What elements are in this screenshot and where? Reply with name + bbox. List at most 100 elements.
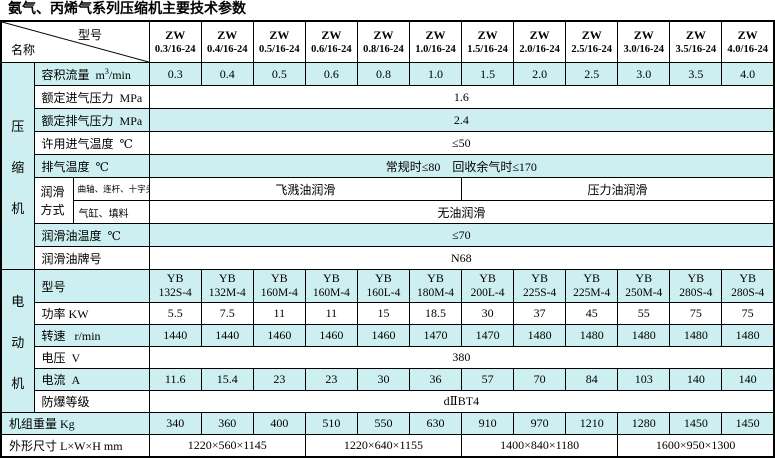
cell-current: 140 [669, 368, 723, 391]
row-oil-temp: 润滑油温度 ℃ ≤70 [1, 223, 775, 247]
cell-current: 140 [721, 368, 775, 391]
cell-lube-pressure: 压力油润滑 [461, 177, 775, 201]
cell-dimensions: 1600×950×1300 [617, 434, 775, 457]
cell-speed: 1460 [356, 324, 410, 347]
row-label-flow: 容积流量 m3/min [33, 62, 150, 86]
cell-current: 11.6 [148, 368, 202, 391]
cell-inlet-pressure: 1.6 [148, 85, 775, 109]
corner-label-model: 型号 [78, 28, 103, 42]
cell-speed: 1460 [304, 324, 358, 347]
row-label-voltage: 电压 V [33, 346, 150, 369]
row-current: 电流 A 11.6 15.4 23 23 30 36 57 70 84 103 … [1, 368, 775, 391]
row-weight: 机组重量 Kg 340 360 400 510 550 630 910 970 … [0, 412, 775, 435]
cell-weight: 550 [356, 412, 410, 435]
sub-label-cylinder: 气缸、填料 [72, 200, 150, 224]
row-label-explosion: 防爆等级 [33, 390, 150, 413]
cell-current: 70 [513, 368, 567, 391]
column-header: ZW 0.3/16-24 [148, 20, 202, 63]
cell-weight: 630 [408, 412, 463, 435]
column-header: ZW 4.0/16-24 [721, 20, 775, 63]
cell-motor-model: YB 160M-4 [304, 269, 358, 303]
cell-oil-grade: N68 [148, 246, 775, 270]
cell-speed: 1440 [148, 324, 202, 347]
cell-flow: 3.5 [669, 62, 723, 86]
column-header: ZW 1.5/16-24 [461, 20, 515, 63]
cell-motor-model: YB 132M-4 [200, 269, 254, 303]
cell-motor-model: YB 225S-4 [513, 269, 567, 303]
row-voltage: 电压 V 380 [1, 346, 775, 369]
cell-speed: 1480 [617, 324, 671, 347]
cell-weight: 1280 [617, 412, 671, 435]
row-outlet-pressure: 额定排气压力 MPa 2.4 [1, 108, 775, 132]
column-header: ZW 2.0/16-24 [513, 20, 567, 63]
cell-lube-splash: 飞溅油润滑 [148, 177, 463, 201]
cell-current: 103 [617, 368, 671, 391]
cell-speed: 1470 [408, 324, 463, 347]
row-inlet-pressure: 额定进气压力 MPa 1.6 [1, 85, 775, 109]
cell-flow: 0.6 [304, 62, 358, 86]
cell-dimensions: 1220×640×1155 [304, 434, 463, 457]
column-header: ZW 0.5/16-24 [252, 20, 306, 63]
column-header: ZW 0.4/16-24 [200, 20, 254, 63]
row-label-speed: 转速 r/min [33, 324, 150, 347]
cell-weight: 340 [148, 412, 202, 435]
cell-power: 7.5 [200, 302, 254, 325]
column-header: ZW 0.8/16-24 [356, 20, 410, 63]
cell-flow: 0.5 [252, 62, 306, 86]
cell-flow: 2.0 [513, 62, 567, 86]
cell-current: 30 [356, 368, 410, 391]
cell-speed: 1480 [565, 324, 619, 347]
cell-motor-model: YB 250M-4 [617, 269, 671, 303]
row-oil-grade: 润滑油牌号 N68 [1, 246, 775, 270]
column-header: ZW 3.5/16-24 [669, 20, 723, 63]
cell-power: 11 [304, 302, 358, 325]
cell-motor-model: YB 132S-4 [148, 269, 202, 303]
cell-power: 11 [252, 302, 306, 325]
column-header: ZW 2.5/16-24 [565, 20, 619, 63]
cell-weight: 1450 [669, 412, 723, 435]
cell-motor-model: YB 280S-4 [721, 269, 775, 303]
diagonal-divider [2, 22, 149, 62]
cell-weight: 400 [252, 412, 306, 435]
row-lube-cylinder: 气缸、填料 无油润滑 [1, 200, 775, 224]
cell-inlet-temp: ≤50 [148, 131, 775, 155]
row-inlet-temp: 许用进气温度 ℃ ≤50 [1, 131, 775, 155]
row-label-oil-temp: 润滑油温度 ℃ [33, 223, 150, 247]
group-label-motor: 电 动 机 [0, 269, 35, 413]
column-header: ZW 3.0/16-24 [617, 20, 671, 63]
header-row: 型号 名称 ZW 0.3/16-24 ZW 0.4/16-24 ZW 0.5/16-2… [0, 20, 775, 63]
row-label-inlet-pressure: 额定进气压力 MPa [33, 85, 150, 109]
sub-label-crankshaft: 曲轴、连杆、十字头 [72, 177, 150, 201]
cell-flow: 1.0 [408, 62, 463, 86]
cell-power: 75 [669, 302, 723, 325]
cell-speed: 1460 [252, 324, 306, 347]
cell-motor-model: YB 160L-4 [356, 269, 410, 303]
row-power: 功率 KW 5.5 7.5 11 11 15 18.5 30 37 45 55 … [1, 302, 775, 325]
cell-flow: 1.5 [461, 62, 515, 86]
cell-speed: 1440 [200, 324, 254, 347]
cell-weight: 970 [513, 412, 567, 435]
row-explosion: 防爆等级 dⅡBT4 [1, 390, 775, 413]
cell-power: 5.5 [148, 302, 202, 325]
cell-motor-model: YB 160M-4 [252, 269, 306, 303]
cell-flow: 4.0 [721, 62, 775, 86]
column-header: ZW 0.6/16-24 [304, 20, 358, 63]
cell-lube-oilfree: 无油润滑 [148, 200, 775, 224]
cell-power: 75 [721, 302, 775, 325]
cell-weight: 510 [304, 412, 358, 435]
cell-explosion: dⅡBT4 [148, 390, 775, 413]
cell-flow: 2.5 [565, 62, 619, 86]
group-label-compressor: 压 缩 机 [0, 62, 35, 270]
cell-current: 23 [252, 368, 306, 391]
cell-power: 55 [617, 302, 671, 325]
cell-flow: 0.3 [148, 62, 202, 86]
row-label-inlet-temp: 许用进气温度 ℃ [33, 131, 150, 155]
cell-flow: 0.4 [200, 62, 254, 86]
column-header: ZW 1.0/16-24 [408, 20, 463, 63]
cell-weight: 360 [200, 412, 254, 435]
cell-motor-model: YB 225M-4 [565, 269, 619, 303]
cell-power: 18.5 [408, 302, 463, 325]
cell-weight: 1210 [565, 412, 619, 435]
cell-voltage: 380 [148, 346, 775, 369]
row-label-lubrication: 润滑 方式 [33, 177, 74, 224]
